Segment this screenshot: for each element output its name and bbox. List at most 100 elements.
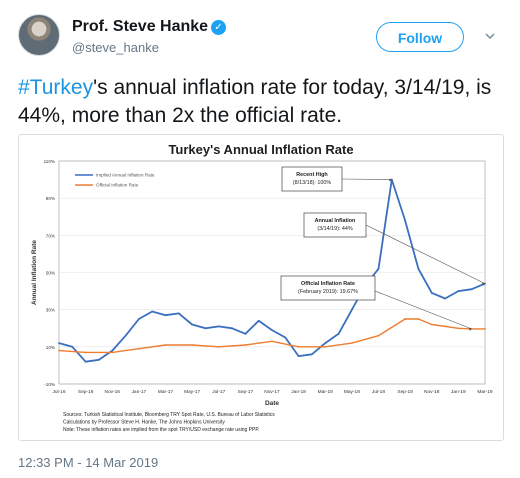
- data-point: [377, 334, 380, 337]
- data-point: [444, 297, 446, 300]
- x-tick-label: Jul-16: [52, 389, 65, 395]
- y-tick-label: -10%: [44, 382, 55, 387]
- annotation-label: Annual Inflation: [315, 218, 356, 224]
- tweet-text: #Turkey's annual inflation rate for toda…: [18, 74, 508, 130]
- data-point: [457, 290, 460, 292]
- data-point: [71, 345, 74, 348]
- chart-title: Turkey's Annual Inflation Rate: [168, 142, 353, 157]
- data-point: [58, 349, 60, 352]
- data-point: [111, 349, 114, 352]
- annotation-box: [303, 212, 367, 238]
- x-tick-label: Jan-19: [451, 389, 466, 395]
- data-point: [217, 345, 220, 348]
- series-line-implied: [58, 178, 486, 363]
- tweet-timestamp[interactable]: 12:33 PM - 14 Mar 2019: [18, 455, 159, 470]
- annotation-arrow: [374, 290, 472, 330]
- y-tick-label: 90%: [46, 196, 55, 201]
- follow-button[interactable]: Follow: [376, 22, 464, 52]
- verified-badge-icon: ✓: [211, 20, 227, 35]
- legend-label: Official Inflation Rate: [96, 183, 139, 188]
- data-point: [297, 345, 300, 348]
- x-tick-label: Sep-17: [238, 389, 254, 395]
- x-axis-label: Date: [265, 400, 279, 407]
- data-point: [337, 332, 340, 335]
- chart-source-note: Calculations by Professor Steve H. Hanke…: [63, 420, 225, 426]
- annotation-box: [281, 166, 343, 192]
- data-point: [244, 332, 247, 335]
- data-point: [404, 219, 407, 222]
- data-point: [271, 329, 273, 332]
- x-tick-label: Sep-16: [78, 389, 94, 395]
- chart-source-note: Note: These inflation rates are implied …: [63, 427, 259, 433]
- annotation-label: Recent High: [296, 172, 327, 178]
- x-tick-label: Sep-18: [397, 389, 413, 395]
- annotation-label: (8/13/18): 100%: [293, 180, 332, 186]
- data-point: [164, 344, 167, 346]
- chart-image[interactable]: Turkey's Annual Inflation Rate -10% 10% 30%…: [18, 134, 504, 441]
- data-point: [457, 327, 460, 330]
- avatar[interactable]: [18, 14, 60, 56]
- x-tick-label: Mar-18: [318, 389, 334, 395]
- y-tick-label: 110%: [44, 159, 55, 164]
- chart-source-note: Sources: Turkish Statistical Institute, …: [63, 412, 275, 418]
- data-point: [151, 310, 154, 313]
- data-point: [244, 344, 247, 346]
- data-point: [377, 267, 380, 270]
- x-tick-label: May-17: [184, 389, 200, 395]
- author-block[interactable]: Prof. Steve Hanke ✓ @steve_hanke: [72, 18, 227, 55]
- data-point: [257, 319, 260, 322]
- data-point: [470, 288, 473, 291]
- data-point: [137, 318, 140, 320]
- data-point: [284, 336, 287, 339]
- data-point: [124, 334, 127, 337]
- data-point: [84, 360, 87, 363]
- data-point: [324, 345, 327, 348]
- data-point: [191, 344, 194, 346]
- chevron-down-icon[interactable]: [484, 30, 496, 42]
- data-point: [271, 340, 273, 343]
- data-point: [324, 342, 327, 345]
- annotation-label: Official Inflation Rate: [301, 281, 355, 287]
- x-tick-label: Jan-18: [291, 389, 306, 395]
- y-axis-label: Annual Inflation Rate: [31, 240, 38, 305]
- x-tick-label: May-18: [344, 389, 360, 395]
- data-point: [404, 318, 407, 320]
- data-point: [430, 292, 433, 294]
- annotation-label: (3/14/19): 44%: [317, 226, 353, 232]
- data-point: [417, 318, 420, 320]
- annotation-label: (February 2019): 19.67%: [298, 289, 358, 295]
- x-tick-label: Mar-17: [158, 389, 174, 395]
- data-point: [98, 358, 100, 361]
- data-point: [177, 312, 180, 315]
- data-point: [231, 327, 233, 330]
- y-tick-label: 10%: [46, 345, 55, 350]
- x-tick-label: Jul-18: [372, 389, 385, 395]
- data-point: [430, 323, 433, 326]
- hashtag-link[interactable]: #Turkey: [18, 76, 94, 99]
- x-tick-label: Nov-16: [105, 389, 121, 395]
- data-point: [84, 351, 87, 354]
- tweet-header: Prof. Steve Hanke ✓ @steve_hanke Follow: [18, 14, 502, 58]
- author-display-name[interactable]: Prof. Steve Hanke: [72, 18, 209, 35]
- x-tick-label: Jan-17: [132, 389, 147, 395]
- legend-label: Implied Annual Inflation Rate: [96, 173, 155, 178]
- data-point: [204, 327, 207, 330]
- inflation-chart: Turkey's Annual Inflation Rate -10% 10% 30%…: [31, 142, 493, 433]
- arrowhead: [468, 327, 472, 331]
- y-tick-label: 70%: [46, 233, 55, 238]
- data-point: [164, 314, 167, 317]
- data-point: [191, 323, 194, 326]
- x-tick-label: Nov-17: [264, 389, 280, 395]
- annotation-box: [280, 275, 376, 301]
- arrowhead: [482, 282, 485, 286]
- author-handle[interactable]: @steve_hanke: [72, 40, 159, 55]
- x-tick-label: Mar-19: [477, 389, 493, 395]
- data-point: [311, 353, 313, 356]
- data-point: [417, 267, 420, 270]
- series-line-official: [58, 318, 485, 354]
- data-point: [111, 351, 114, 354]
- data-point: [137, 347, 140, 350]
- data-point: [350, 342, 353, 345]
- tweet-body: 's annual inflation rate for today, 3/14…: [18, 76, 492, 127]
- data-point: [297, 355, 300, 358]
